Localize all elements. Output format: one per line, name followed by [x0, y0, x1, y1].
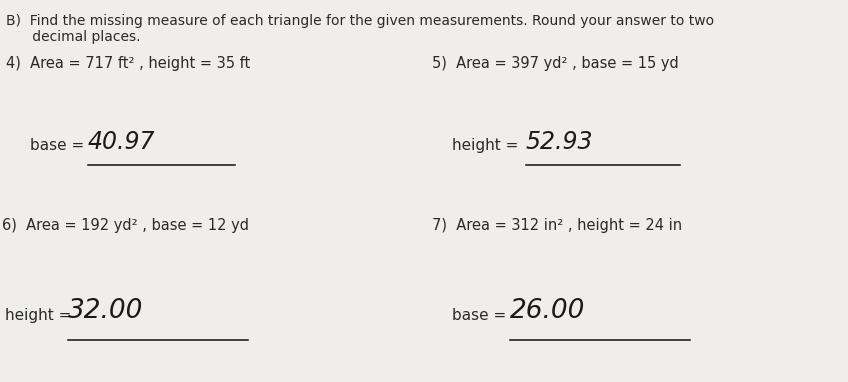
Text: 7)  Area = 312 in² , height = 24 in: 7) Area = 312 in² , height = 24 in: [432, 218, 682, 233]
Text: 40.97: 40.97: [88, 130, 155, 154]
Text: 6)  Area = 192 yd² , base = 12 yd: 6) Area = 192 yd² , base = 12 yd: [2, 218, 249, 233]
Text: base =: base =: [452, 308, 511, 323]
Text: height =: height =: [5, 308, 76, 323]
Text: 32.00: 32.00: [68, 298, 143, 324]
Text: 5)  Area = 397 yd² , base = 15 yd: 5) Area = 397 yd² , base = 15 yd: [432, 56, 678, 71]
Text: base =: base =: [30, 138, 89, 153]
Text: height =: height =: [452, 138, 523, 153]
Text: 4)  Area = 717 ft² , height = 35 ft: 4) Area = 717 ft² , height = 35 ft: [6, 56, 250, 71]
Text: 52.93: 52.93: [526, 130, 594, 154]
Text: decimal places.: decimal places.: [6, 30, 141, 44]
Text: B)  Find the missing measure of each triangle for the given measurements. Round : B) Find the missing measure of each tria…: [6, 14, 714, 28]
Text: 26.00: 26.00: [510, 298, 585, 324]
